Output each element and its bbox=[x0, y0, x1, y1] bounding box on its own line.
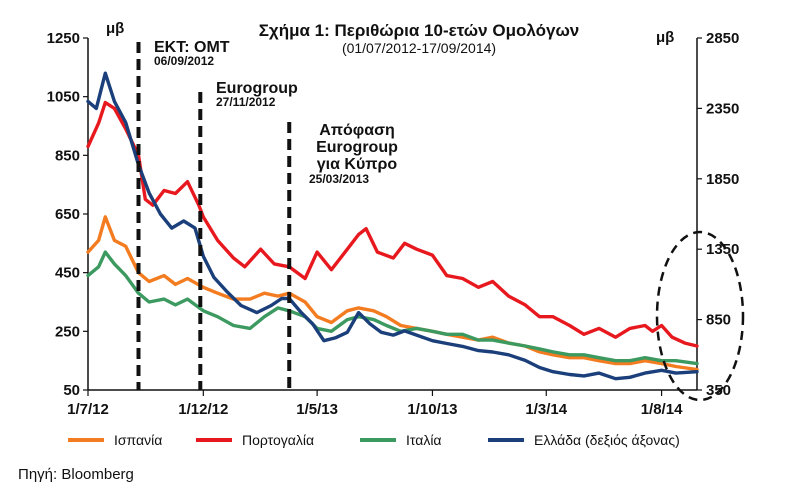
legend-label: Ελλάδα (δεξιός άξονας) bbox=[534, 432, 680, 448]
chart-subtitle: (01/07/2012-17/09/2014) bbox=[342, 40, 496, 56]
event-date: 25/03/2013 bbox=[309, 172, 369, 186]
left-axis-unit: μβ bbox=[106, 20, 124, 37]
left-axis-ticks: 1250 1050 850 650 450 250 50 bbox=[47, 30, 88, 399]
left-tick-label: 450 bbox=[55, 265, 80, 282]
event-label-line: Απόφαση bbox=[319, 122, 395, 139]
left-tick-label: 850 bbox=[55, 147, 80, 164]
legend: Ισπανία Πορτογαλία Ιταλία Ελλάδα (δεξιός άξ… bbox=[68, 432, 680, 448]
left-tick-label: 1250 bbox=[47, 30, 80, 47]
x-tick-label: 1/12/12 bbox=[178, 401, 228, 418]
right-tick-label: 850 bbox=[706, 312, 731, 329]
right-tick-label: 2350 bbox=[706, 100, 739, 117]
left-tick-label: 650 bbox=[55, 206, 80, 223]
series-line-0 bbox=[86, 215, 699, 372]
event-label-line: για Κύπρο bbox=[317, 156, 398, 173]
series-layer bbox=[86, 71, 699, 381]
x-tick-label: 1/3/14 bbox=[525, 401, 567, 418]
event-label: ΕΚΤ: ΟΜΤ bbox=[154, 39, 230, 56]
event-markers: ΕΚΤ: ΟΜΤ06/09/2012Eurogroup27/11/2012Από… bbox=[136, 39, 398, 390]
legend-label: Ισπανία bbox=[114, 432, 162, 448]
x-tick-label: 1/5/13 bbox=[296, 401, 338, 418]
highlight-ellipse bbox=[655, 230, 745, 402]
x-tick-label: 1/8/14 bbox=[641, 401, 683, 418]
event-label: Eurogroup bbox=[216, 80, 298, 97]
source-note: Πηγή: Bloomberg bbox=[18, 466, 134, 483]
right-tick-label: 1850 bbox=[706, 171, 739, 188]
right-tick-label: 2850 bbox=[706, 30, 739, 47]
x-axis-ticks: 1/7/12 1/12/12 1/5/13 1/10/13 1/3/14 1/8/14 bbox=[67, 390, 683, 418]
right-tick-label: 1350 bbox=[706, 241, 739, 258]
legend-label: Πορτογαλία bbox=[242, 432, 314, 448]
x-tick-label: 1/7/12 bbox=[67, 401, 109, 418]
legend-label: Ιταλία bbox=[406, 432, 442, 448]
right-axis-unit: μβ bbox=[656, 29, 674, 46]
event-label-line: Eurogroup bbox=[316, 139, 398, 156]
series-line-2 bbox=[86, 250, 699, 366]
left-tick-label: 50 bbox=[63, 382, 80, 399]
left-tick-label: 250 bbox=[55, 323, 80, 340]
left-tick-label: 1050 bbox=[47, 89, 80, 106]
x-tick-label: 1/10/13 bbox=[407, 401, 457, 418]
chart-title: Σχήμα 1: Περιθώρια 10-ετών Ομολόγων bbox=[259, 21, 580, 40]
event-date: 27/11/2012 bbox=[216, 95, 276, 109]
series-line-1 bbox=[86, 100, 699, 348]
series-line-3 bbox=[86, 71, 699, 381]
event-date: 06/09/2012 bbox=[154, 54, 214, 68]
